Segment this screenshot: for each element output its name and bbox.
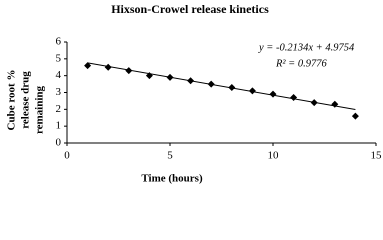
y-axis-label: release drug: [20, 71, 32, 129]
data-point: [331, 100, 339, 108]
data-point: [290, 94, 298, 102]
trend-equation: y = -0.2134x + 4.9754: [258, 42, 355, 53]
data-point: [125, 67, 133, 75]
y-axis-label: remaining: [34, 85, 46, 134]
data-point: [269, 90, 277, 98]
x-axis-label: Time (hours): [141, 173, 203, 185]
x-tick-label: 15: [371, 150, 383, 162]
y-tick-label: 3: [56, 86, 62, 98]
data-point: [166, 73, 174, 81]
x-tick-label: 0: [64, 150, 70, 162]
data-point: [310, 99, 318, 107]
chart: Hixson-Crowel release kinetics Time (hou…: [6, 2, 383, 185]
y-tick-label: 1: [56, 120, 62, 132]
trend-r2: R² = 0.9776: [275, 58, 328, 69]
chart-title: Hixson-Crowel release kinetics: [111, 2, 269, 16]
y-tick-label: 4: [56, 69, 62, 81]
x-tick-label: 10: [268, 150, 280, 162]
y-tick-label: 0: [56, 137, 62, 149]
data-point: [145, 72, 153, 80]
y-tick-label: 5: [56, 52, 62, 64]
data-point: [187, 77, 195, 85]
data-point: [351, 112, 359, 120]
data-point: [104, 63, 112, 71]
data-point: [228, 83, 236, 91]
data-point: [248, 87, 256, 95]
data-point: [207, 80, 215, 88]
x-tick-label: 5: [167, 150, 173, 162]
data-point: [84, 62, 92, 70]
y-tick-label: 2: [56, 103, 62, 115]
y-axis-label: Cube root %: [6, 70, 18, 131]
y-tick-label: 6: [56, 36, 62, 48]
page: Hixson-Crowel release kinetics Time (hou…: [5, 1, 383, 185]
